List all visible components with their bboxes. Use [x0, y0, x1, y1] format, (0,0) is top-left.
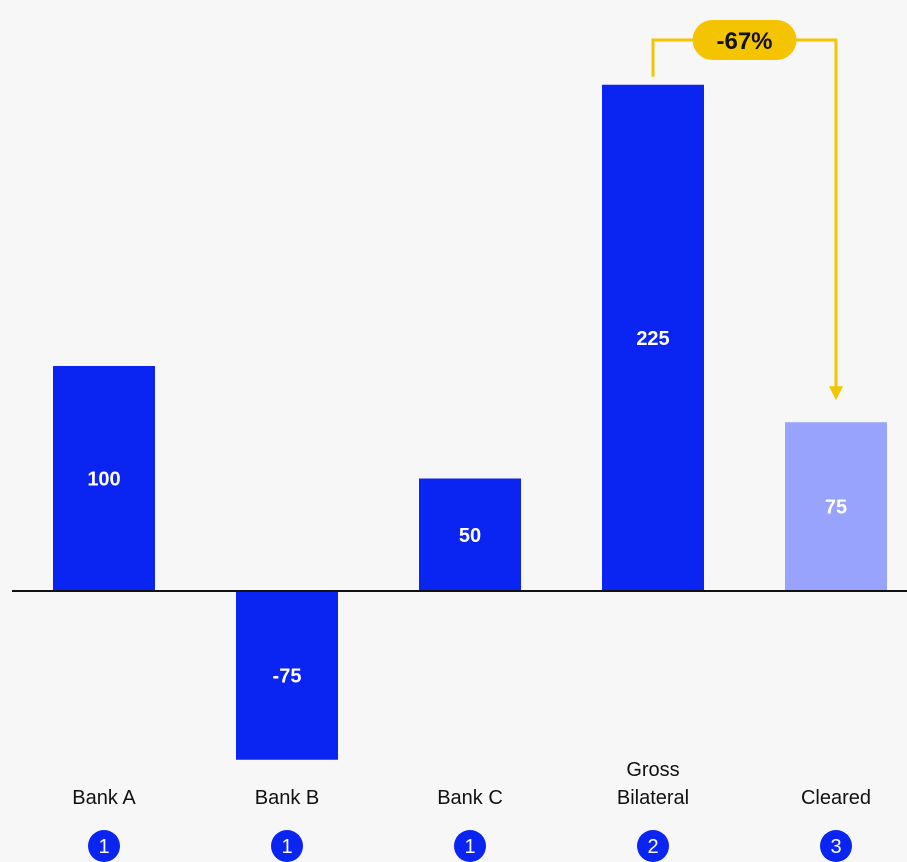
category-label-bank-c: Bank C	[437, 787, 503, 809]
bar-bank-a	[53, 366, 155, 591]
bar-value-label-bank-c: 50	[459, 525, 481, 547]
bar-value-label-bank-a: 100	[87, 469, 120, 491]
bar-labels-group: 100 -75 50 225 75	[87, 328, 847, 688]
bar-bank-c	[419, 478, 521, 591]
category-label-cleared: Cleared	[801, 787, 871, 809]
category-label-gross-bilateral: Gross Bilateral	[617, 759, 689, 809]
annotation-label: -67%	[716, 28, 772, 55]
category-label-bank-b: Bank B	[255, 787, 319, 809]
bar-value-label-bank-b: -75	[273, 665, 302, 687]
annotation-pill	[692, 20, 797, 60]
step-number: 1	[98, 836, 109, 858]
step-badge-bank-c: 1	[454, 830, 486, 862]
bars-group	[53, 84, 887, 760]
step-number: 1	[464, 836, 475, 858]
bar-value-label-gross-bilateral: 225	[636, 328, 669, 350]
bar-value-label-cleared: 75	[825, 497, 847, 519]
category-label-bank-a: Bank A	[72, 787, 136, 809]
step-badge-bank-b: 1	[271, 830, 303, 862]
change-annotation: -67%	[651, 20, 843, 401]
step-number: 1	[281, 836, 292, 858]
step-badge-gross-bilateral: 2	[637, 830, 669, 862]
step-number: 3	[830, 836, 841, 858]
step-badges-group: 1 1 1 2 3	[88, 830, 852, 862]
bar-gross-bilateral	[602, 84, 704, 591]
step-number: 2	[647, 836, 658, 858]
bar-cleared	[785, 422, 887, 591]
annotation-arrowhead	[829, 386, 843, 401]
bar-bank-b	[236, 591, 338, 760]
step-badge-cleared: 3	[820, 830, 852, 862]
category-labels-group: Bank A Bank B Bank C Gross Bilateral Cleared	[72, 759, 871, 809]
step-badge-bank-a: 1	[88, 830, 120, 862]
